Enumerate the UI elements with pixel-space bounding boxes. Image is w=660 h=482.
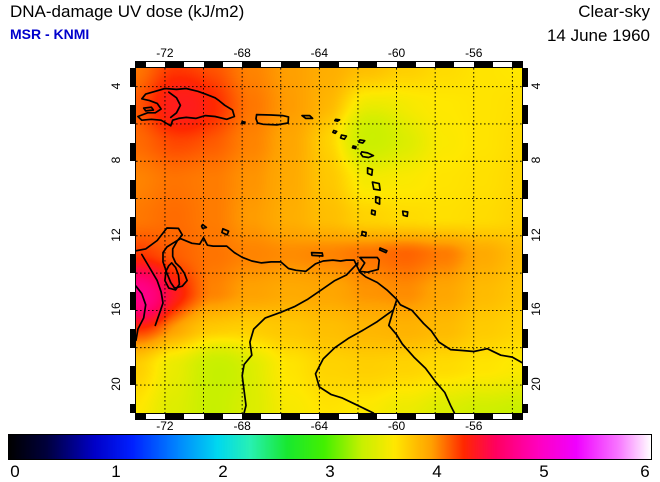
coastline-montserrat bbox=[351, 145, 357, 150]
coastline-margarita bbox=[310, 251, 324, 257]
ytick-left-12: 12 bbox=[109, 228, 123, 242]
colorbar-tick-1: 1 bbox=[111, 462, 121, 481]
ytick-left-20: 4 bbox=[109, 82, 123, 89]
colorbar-gradient bbox=[9, 435, 651, 459]
coastline-guyana-border bbox=[387, 299, 456, 413]
coastline-hispaniola bbox=[137, 87, 236, 127]
coastline-barbados bbox=[401, 210, 409, 218]
coastline-st-vincent bbox=[370, 209, 377, 216]
map-plot-area bbox=[136, 68, 522, 413]
colorbar-tick-5: 5 bbox=[539, 462, 549, 481]
colorbar-panel: 0 1 2 3 4 5 6 bbox=[0, 430, 660, 481]
coastline-trinidad bbox=[358, 256, 381, 274]
coastline-saba-statia bbox=[332, 129, 338, 135]
coastline-guadeloupe bbox=[359, 151, 375, 159]
coastline-colombia-inland bbox=[136, 285, 147, 342]
xtick-top--56: -56 bbox=[465, 46, 483, 60]
ytick-left-4: 20 bbox=[109, 377, 123, 391]
coastline-st-lucia bbox=[374, 195, 381, 205]
coastline-puerto-rico bbox=[255, 113, 290, 126]
coastline-virgin-islands bbox=[301, 114, 314, 120]
chart-header: DNA-damage UV dose (kJ/m2) MSR - KNMI Cl… bbox=[0, 0, 660, 56]
coastline-curacao-aruba bbox=[200, 223, 208, 230]
coastline-orinoco-river bbox=[241, 262, 359, 413]
coastline-south-america-coast bbox=[136, 227, 522, 364]
xtick-top--72: -72 bbox=[156, 46, 174, 60]
colorbar-tick-0: 0 bbox=[10, 462, 20, 481]
ytick-right-12: 12 bbox=[529, 228, 543, 242]
colorbar-tick-4: 4 bbox=[432, 462, 442, 481]
xtick-top--64: -64 bbox=[310, 46, 329, 60]
coastline-overlay bbox=[136, 68, 522, 413]
coastline-haiti-gonave bbox=[142, 106, 155, 112]
xtick-top--60: -60 bbox=[387, 46, 406, 60]
axis-frame-bottom bbox=[136, 413, 522, 419]
axis-frame-right bbox=[522, 68, 528, 413]
condition-label: Clear-sky bbox=[578, 2, 650, 21]
coastline-venezuela-guyana-line bbox=[314, 309, 394, 413]
xtick-top--68: -68 bbox=[233, 46, 251, 60]
coastline-north-coast-hispaniola-inland bbox=[167, 91, 182, 119]
axis-frame-top bbox=[136, 62, 522, 68]
coastline-martinique bbox=[371, 181, 381, 191]
ytick-right-20: 4 bbox=[529, 82, 543, 89]
uv-dose-heatmap bbox=[136, 68, 522, 413]
coastline-mona bbox=[240, 120, 246, 125]
xtick-bottom--68: -68 bbox=[233, 419, 251, 433]
map-panel: -72 -72 -68 -68 -64 -64 -60 -60 -56 -56 20 20 16 16 12… bbox=[109, 46, 543, 433]
coastline-st-kitts bbox=[339, 134, 348, 141]
coastline-anguilla bbox=[333, 118, 341, 122]
colorbar-tick-6: 6 bbox=[640, 462, 650, 481]
colorbar-tick-2: 2 bbox=[218, 462, 228, 481]
coastline-tobago bbox=[378, 247, 388, 254]
xtick-bottom--64: -64 bbox=[310, 419, 329, 433]
ytick-left-8: 16 bbox=[109, 302, 123, 317]
xtick-bottom--56: -56 bbox=[465, 419, 483, 433]
page-title: DNA-damage UV dose (kJ/m2) bbox=[10, 2, 245, 21]
axis-frame-left bbox=[130, 68, 136, 413]
xtick-bottom--72: -72 bbox=[156, 419, 174, 433]
coastline-grenada bbox=[360, 230, 367, 238]
graticule bbox=[136, 68, 522, 413]
xtick-bottom--60: -60 bbox=[387, 419, 406, 433]
ytick-right-4: 20 bbox=[529, 377, 543, 391]
subtitle-source: MSR - KNMI bbox=[10, 26, 90, 42]
coastline-andes-ridge bbox=[140, 253, 164, 327]
coastlines bbox=[136, 87, 522, 413]
coastline-bonaire bbox=[221, 227, 230, 236]
coastline-maracaibo-lake bbox=[164, 262, 181, 291]
ytick-left-16: 8 bbox=[109, 156, 123, 164]
ytick-right-16: 8 bbox=[529, 156, 543, 164]
ytick-right-8: 16 bbox=[529, 302, 543, 317]
coastline-dominica bbox=[366, 166, 374, 177]
date-label: 14 June 1960 bbox=[546, 26, 650, 45]
colorbar-tick-3: 3 bbox=[325, 462, 335, 481]
colorbar-frame bbox=[8, 434, 652, 460]
coastline-antigua bbox=[358, 138, 366, 144]
